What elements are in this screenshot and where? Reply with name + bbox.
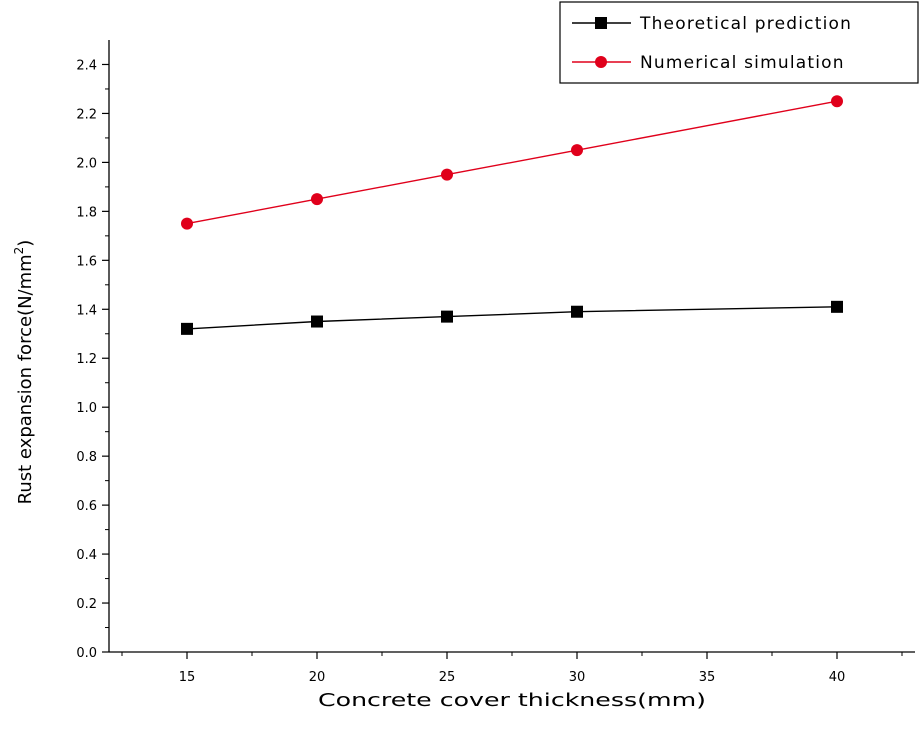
data-point-circle: [311, 193, 323, 206]
y-tick-label: 1.8: [76, 205, 97, 220]
y-tick-label: 0.8: [76, 450, 97, 465]
legend-item-theoretical: Theoretical prediction: [572, 14, 852, 34]
x-tick-label: 35: [699, 670, 716, 685]
data-point-circle: [441, 168, 453, 181]
y-tick-label: 1.6: [76, 254, 97, 269]
data-point-circle: [831, 95, 843, 108]
legend-box: [559, 1, 919, 84]
legend-marker-circle: [595, 56, 607, 68]
legend-marker-square: [595, 17, 607, 29]
data-point-square: [571, 305, 583, 318]
data-point-square: [441, 310, 453, 323]
legend-item-numerical: Numerical simulation: [572, 53, 845, 73]
x-tick-label: 20: [309, 670, 326, 685]
series-layer: [181, 95, 843, 335]
data-point-square: [311, 315, 323, 328]
legend-label-numerical: Numerical simulation: [640, 53, 845, 73]
plot-area: 0.00.20.40.60.81.01.21.41.61.82.02.22.4 …: [76, 40, 915, 685]
y-axis-title: Rust expansion force(N/mm2): [12, 240, 36, 505]
x-axis-ticks: 15 20 25 30 35 40: [121, 652, 903, 685]
data-point-square: [831, 300, 843, 313]
y-tick-label: 0.2: [76, 597, 97, 612]
legend: Theoretical prediction Numerical simulat…: [559, 1, 919, 84]
y-tick-label: 1.2: [76, 352, 97, 367]
y-tick-label: 2.0: [76, 156, 97, 171]
y-axis-title-main: Rust expansion force(N/mm: [15, 254, 36, 504]
y-tick-label: 1.4: [76, 303, 97, 318]
y-axis-title-close: ): [15, 240, 36, 247]
data-point-circle: [571, 144, 583, 157]
y-tick-label: 0.4: [76, 548, 97, 563]
series-line-0: [186, 306, 838, 330]
legend-label-theoretical: Theoretical prediction: [639, 14, 852, 34]
x-tick-label: 30: [569, 670, 586, 685]
x-tick-label: 40: [829, 670, 846, 685]
data-point-square: [181, 322, 193, 335]
y-axis-title-superscript: 2: [12, 247, 26, 255]
y-axis-ticks: 0.0 0.2 0.4 0.6 0.8 1.0 1.2 1.4 1.6 1.8 2.0 2.2 2.4: [76, 58, 109, 661]
y-tick-label: 0.6: [76, 499, 97, 514]
x-axis-title: Concrete cover thickness(mm): [318, 690, 706, 711]
y-tick-label: 2.2: [76, 107, 97, 122]
y-tick-label: 1.0: [76, 401, 97, 416]
data-point-circle: [181, 217, 193, 230]
series-line-1: [186, 100, 838, 225]
y-tick-label: 0.0: [76, 646, 97, 661]
x-tick-label: 25: [439, 670, 456, 685]
y-tick-label: 2.4: [76, 58, 97, 73]
x-tick-label: 15: [179, 670, 196, 685]
